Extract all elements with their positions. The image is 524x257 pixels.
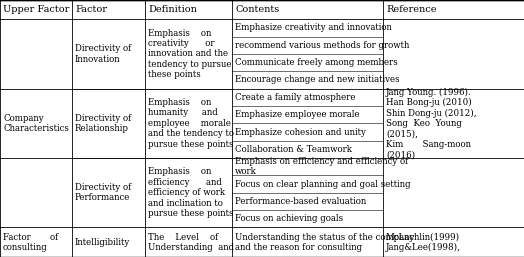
Text: Focus on achieving goals: Focus on achieving goals xyxy=(235,214,343,223)
Text: Emphasize employee morale: Emphasize employee morale xyxy=(235,110,359,119)
Text: Emphasis    on
efficiency      and
efficiency of work
and inclination to
pursue : Emphasis on efficiency and efficiency of… xyxy=(148,168,234,218)
Text: Encourage change and new initiatives: Encourage change and new initiatives xyxy=(235,76,400,85)
Text: Directivity of
Innovation: Directivity of Innovation xyxy=(75,44,131,64)
Text: Emphasis    on
creativity      or
innovation and the
tendency to pursue
these po: Emphasis on creativity or innovation and… xyxy=(148,29,232,79)
Text: Emphasize creativity and innovation: Emphasize creativity and innovation xyxy=(235,23,392,32)
Text: Collaboration & Teamwork: Collaboration & Teamwork xyxy=(235,145,352,154)
Text: Directivity of
Performance: Directivity of Performance xyxy=(75,183,131,203)
Text: Company
Characteristics: Company Characteristics xyxy=(3,114,69,133)
Text: Definition: Definition xyxy=(148,5,197,14)
Text: Communicate freely among members: Communicate freely among members xyxy=(235,58,398,67)
Text: Performance-based evaluation: Performance-based evaluation xyxy=(235,197,366,206)
Text: Create a family atmosphere: Create a family atmosphere xyxy=(235,93,355,102)
Text: recommend various methods for growth: recommend various methods for growth xyxy=(235,41,409,50)
Text: Directivity of
Relationship: Directivity of Relationship xyxy=(75,114,131,133)
Text: Factor       of
consulting: Factor of consulting xyxy=(3,233,58,252)
Text: Reference: Reference xyxy=(386,5,436,14)
Text: Intelligibility: Intelligibility xyxy=(75,238,130,247)
Text: Upper Factor: Upper Factor xyxy=(3,5,69,14)
Text: Focus on clear planning and goal setting: Focus on clear planning and goal setting xyxy=(235,180,411,189)
Text: Jang Young. (1996).
Han Bong-ju (2010)
Shin Dong-ju (2012),
Song  Keo  Young
(20: Jang Young. (1996). Han Bong-ju (2010) S… xyxy=(386,87,477,159)
Text: Emphasis    on
humanity     and
employee    morale
and the tendency to
pursue th: Emphasis on humanity and employee morale… xyxy=(148,98,234,149)
Text: McLachlin(1999)
Jang&Lee(1998),: McLachlin(1999) Jang&Lee(1998), xyxy=(386,232,461,252)
Text: Factor: Factor xyxy=(75,5,107,14)
Text: The    Level    of
Understanding  and: The Level of Understanding and xyxy=(148,233,234,252)
Text: Emphasis on efficiency and efficiency of
work: Emphasis on efficiency and efficiency of… xyxy=(235,157,408,176)
Text: Emphasize cohesion and unity: Emphasize cohesion and unity xyxy=(235,127,366,136)
Text: Contents: Contents xyxy=(235,5,279,14)
Text: Understanding the status of the company
and the reason for consulting: Understanding the status of the company … xyxy=(235,233,414,252)
